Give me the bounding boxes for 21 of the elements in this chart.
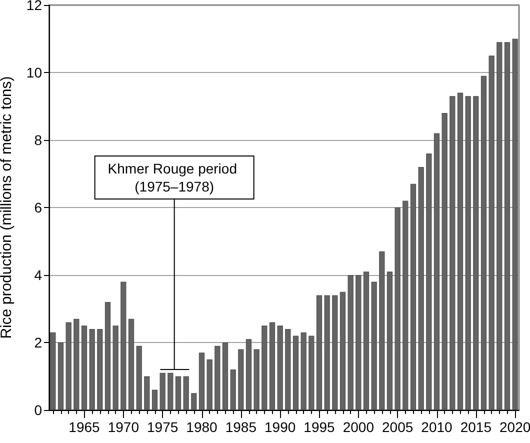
x-tick-label: 1990 bbox=[264, 419, 296, 435]
x-tick-label: 2005 bbox=[382, 419, 414, 435]
x-tick-label: 2010 bbox=[421, 419, 453, 435]
y-tick-label: 8 bbox=[34, 132, 42, 148]
x-tick-label: 1980 bbox=[186, 419, 218, 435]
annotation: Khmer Rouge period (1975–1978) bbox=[108, 160, 241, 194]
y-tick-label: 10 bbox=[26, 64, 42, 80]
y-tick-label: 0 bbox=[34, 402, 42, 418]
x-tick-label: 1985 bbox=[225, 419, 257, 435]
y-tick-label: 12 bbox=[26, 0, 42, 13]
y-axis-title: Rice production (millions of metric tons) bbox=[0, 76, 15, 339]
y-tick-label: 4 bbox=[34, 267, 42, 283]
x-tick-label: 2020 bbox=[500, 419, 530, 435]
x-tick-label: 2000 bbox=[342, 419, 374, 435]
x-tick-label: 1965 bbox=[68, 419, 100, 435]
x-tick-label: 1970 bbox=[108, 419, 140, 435]
x-tick-label: 1995 bbox=[304, 419, 336, 435]
y-tick-label: 6 bbox=[34, 200, 42, 216]
x-tick-label: 1975 bbox=[147, 419, 178, 435]
x-tick-label: 2015 bbox=[460, 419, 492, 435]
y-tick-label: 2 bbox=[34, 334, 42, 350]
